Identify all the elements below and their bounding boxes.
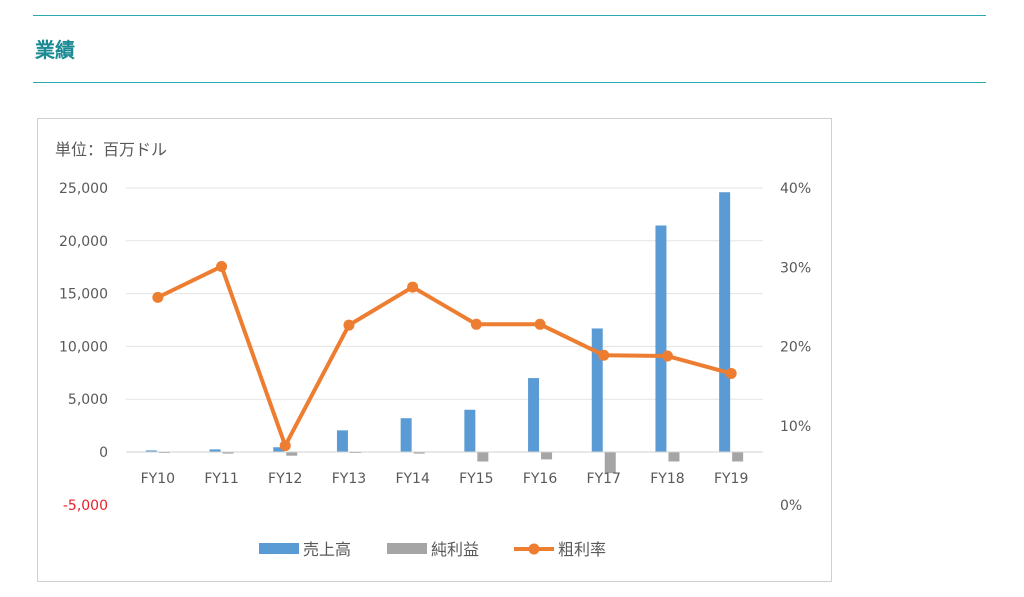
combo-chart: 単位：百万ドル 25,000 20,000 15,000 10,000 5,000 0 -5… xyxy=(55,140,811,559)
bar-net-income xyxy=(541,452,553,460)
x-axis-tick-label: FY13 xyxy=(332,471,366,487)
x-axis-tick-label: FY11 xyxy=(204,471,238,487)
line-point-gross-margin xyxy=(152,291,164,303)
x-axis-tick-label: FY12 xyxy=(268,471,302,487)
legend-label: 粗利率 xyxy=(558,540,606,559)
unit-label: 単位：百万ドル xyxy=(55,140,167,159)
bar-sales xyxy=(591,328,603,452)
right-axis-tick-label: 20% xyxy=(780,340,811,356)
bar-sales xyxy=(145,450,157,452)
line-gross-margin xyxy=(156,264,732,448)
bar-sales xyxy=(528,378,540,452)
bar-net-income xyxy=(668,452,680,462)
line-point-gross-margin xyxy=(725,367,737,379)
left-axis-tick-label: 5,000 xyxy=(68,392,108,408)
right-axis-tick-label: 30% xyxy=(780,260,811,276)
legend-label: 売上高 xyxy=(303,540,351,559)
line-point-gross-margin xyxy=(470,318,482,330)
section-title: 業績 xyxy=(35,38,75,62)
right-axis-tick-label: 0% xyxy=(780,498,802,514)
bar-sales xyxy=(336,430,348,452)
line-point-gross-margin xyxy=(534,318,546,330)
right-axis: 40% 30% 20% 10% 0% xyxy=(780,181,811,514)
right-axis-tick-label: 10% xyxy=(780,419,811,435)
legend-swatch xyxy=(259,543,299,554)
line-point-gross-margin xyxy=(279,440,291,452)
bar-net-income xyxy=(477,452,489,462)
legend-label: 純利益 xyxy=(431,540,479,559)
legend-swatch xyxy=(387,543,427,554)
bar-net-income xyxy=(413,452,425,454)
left-axis-tick-label: 15,000 xyxy=(59,287,108,303)
x-axis-tick-label: FY10 xyxy=(141,471,175,487)
line-series xyxy=(152,260,737,452)
bar-net-income xyxy=(222,452,234,454)
bar-sales xyxy=(655,225,667,452)
line-point-gross-margin xyxy=(661,350,673,362)
chart-frame: 単位：百万ドル 25,000 20,000 15,000 10,000 5,000 0 -5… xyxy=(37,118,832,582)
line-point-gross-margin xyxy=(598,349,610,361)
x-axis-categories: FY10 FY11 FY12 FY13 FY14 FY15 FY16 FY17 FY18 FY19 xyxy=(141,471,749,487)
section-header: 業績 xyxy=(33,15,986,83)
line-point-gross-margin xyxy=(407,281,419,293)
left-axis-tick-label: 20,000 xyxy=(59,234,108,250)
left-axis-tick-label: 25,000 xyxy=(59,181,108,197)
x-axis-tick-label: FY14 xyxy=(395,471,430,487)
right-axis-tick-label: 40% xyxy=(780,181,811,197)
line-point-gross-margin xyxy=(343,319,355,331)
x-axis-tick-label: FY15 xyxy=(459,471,493,487)
x-axis-tick-label: FY19 xyxy=(714,471,748,487)
left-axis-tick-label: 0 xyxy=(99,445,108,461)
bar-sales xyxy=(209,449,221,452)
legend: 売上高 純利益 粗利率 xyxy=(259,540,606,559)
bar-sales xyxy=(719,192,731,452)
left-axis-tick-label: 10,000 xyxy=(59,339,108,355)
x-axis-tick-label: FY17 xyxy=(587,471,621,487)
bar-net-income xyxy=(732,452,744,462)
bar-series xyxy=(145,192,744,474)
left-axis-tick-label: -5,000 xyxy=(63,498,108,514)
bar-net-income xyxy=(286,452,298,456)
gridlines xyxy=(126,187,763,400)
line-point-gross-margin xyxy=(216,260,228,272)
x-axis-tick-label: FY16 xyxy=(523,471,558,487)
bar-sales xyxy=(464,409,476,452)
x-axis-tick-label: FY18 xyxy=(650,471,684,487)
bar-sales xyxy=(400,418,412,452)
bar-net-income xyxy=(604,452,616,474)
bar-sales xyxy=(273,447,285,452)
legend-marker xyxy=(528,543,540,555)
left-axis: 25,000 20,000 15,000 10,000 5,000 0 -5,000 xyxy=(59,181,108,514)
